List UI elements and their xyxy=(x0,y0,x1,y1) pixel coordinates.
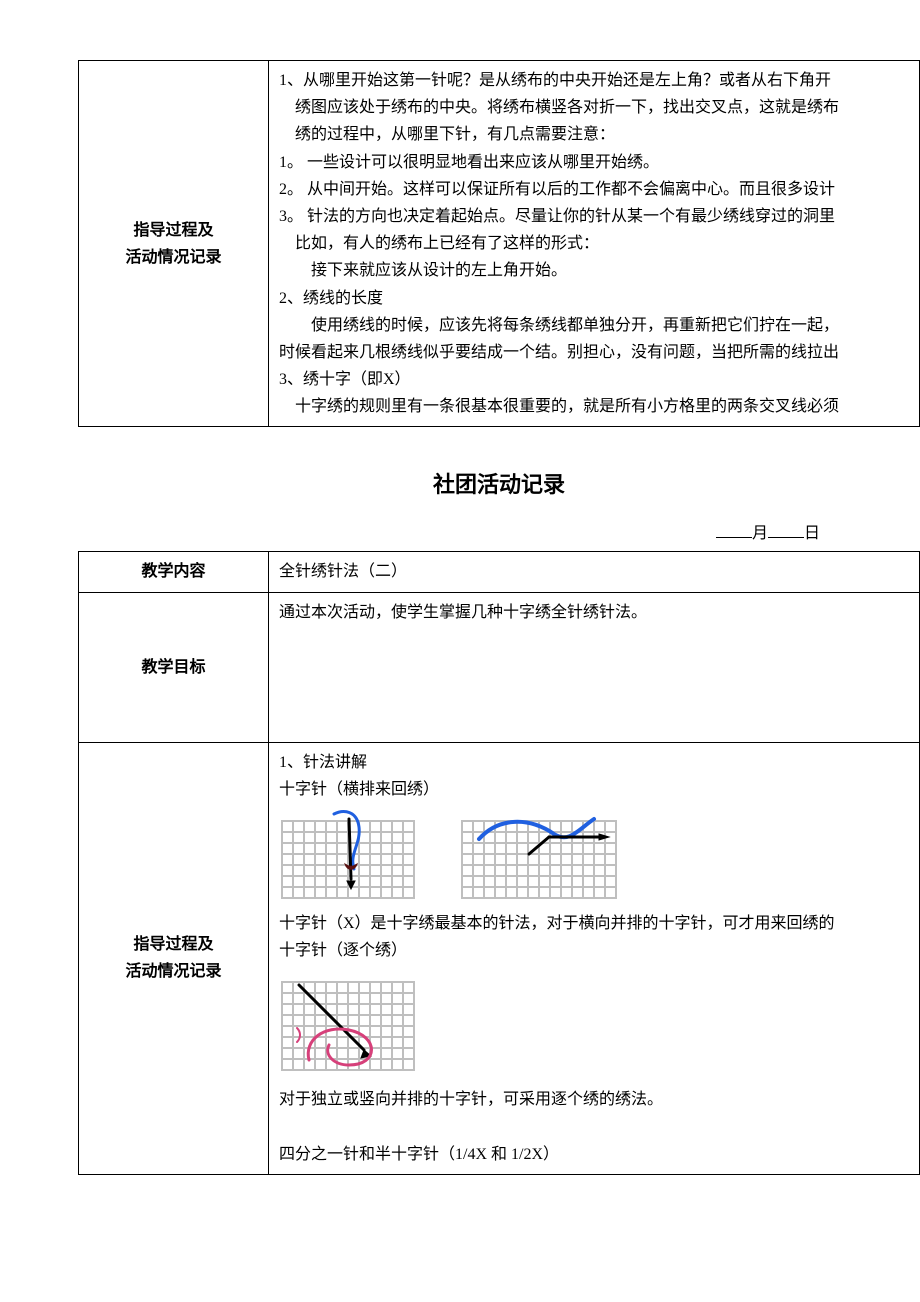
t2-r2-content: 通过本次活动，使学生掌握几种十字绣全针绣针法。 xyxy=(269,592,920,742)
t1-line: 2。 从中间开始。这样可以保证所有以后的工作都不会偏离中心。而且很多设计 xyxy=(279,181,835,198)
t2-r3-content: 1、针法讲解 十字针（横排来回绣） 十字针（X）是十字绣最基本的针法，对于横向并… xyxy=(269,742,920,1174)
section-title: 社团活动记录 xyxy=(78,467,920,499)
t1-line: 3、绣十字（即X） xyxy=(279,371,411,388)
r3-line: 对于独立或竖向并排的十字针，可采用逐个绣的绣法。 xyxy=(279,1091,663,1108)
r3-line: 十字针（横排来回绣） xyxy=(279,781,439,798)
t2-r1-content: 全针绣针法（二） xyxy=(269,552,920,592)
t1-line: 十字绣的规则里有一条很基本很重要的，就是所有小方格里的两条交叉线必须 xyxy=(279,398,839,415)
t2-r1-label: 教学内容 xyxy=(79,552,269,592)
t1-line: 比如，有人的绣布上已经有了这样的形式： xyxy=(279,235,599,252)
t1-line: 1。 一些设计可以很明显地看出来应该从哪里开始绣。 xyxy=(279,154,659,171)
stitch-diagram-2 xyxy=(459,809,629,904)
stitch-diagram-1 xyxy=(279,809,429,904)
t1-line: 接下来就应该从设计的左上角开始。 xyxy=(279,262,567,279)
stitch-diagram-3 xyxy=(279,970,429,1080)
record-table-1: 指导过程及 活动情况记录 1、从哪里开始这第一针呢？是从绣布的中央开始还是左上角… xyxy=(78,60,920,427)
diagram-row-1 xyxy=(279,809,909,904)
diagram-row-2 xyxy=(279,970,909,1080)
t1-line: 2、绣线的长度 xyxy=(279,290,383,307)
month-blank xyxy=(716,522,752,538)
r3-line: 十字针（逐个绣） xyxy=(279,942,407,959)
t1-line: 绣的过程中，从哪里下针，有几点需要注意： xyxy=(279,126,615,143)
t1-line: 时候看起来几根绣线似乎要结成一个结。别担心，没有问题，当把所需的线拉出 xyxy=(279,344,839,361)
r3-line: 十字针（X）是十字绣最基本的针法，对于横向并排的十字针，可才用来回绣的 xyxy=(279,915,835,932)
t2-r2-label: 教学目标 xyxy=(79,592,269,742)
day-label: 日 xyxy=(804,525,820,542)
t1-line: 3。 针法的方向也决定着起始点。尽量让你的针从某一个有最少绣线穿过的洞里 xyxy=(279,208,835,225)
t2-r3-label: 指导过程及 活动情况记录 xyxy=(79,742,269,1174)
month-label: 月 xyxy=(752,525,768,542)
r3-line: 1、针法讲解 xyxy=(279,754,367,771)
t1-line: 绣图应该处于绣布的中央。将绣布横竖各对折一下，找出交叉点，这就是绣布 xyxy=(279,99,839,116)
t1-label: 指导过程及 活动情况记录 xyxy=(79,61,269,427)
r3-line: 四分之一针和半十字针（1/4X 和 1/2X） xyxy=(279,1146,559,1163)
t1-line: 使用绣线的时候，应该先将每条绣线都单独分开，再重新把它们拧在一起， xyxy=(279,317,839,334)
day-blank xyxy=(768,522,804,538)
t1-line: 1、从哪里开始这第一针呢？是从绣布的中央开始还是左上角？或者从右下角开 xyxy=(279,72,831,89)
date-line: 月日 xyxy=(78,519,920,543)
t1-content: 1、从哪里开始这第一针呢？是从绣布的中央开始还是左上角？或者从右下角开 绣图应该… xyxy=(269,61,920,427)
record-table-2: 教学内容 全针绣针法（二） 教学目标 通过本次活动，使学生掌握几种十字绣全针绣针… xyxy=(78,551,920,1175)
